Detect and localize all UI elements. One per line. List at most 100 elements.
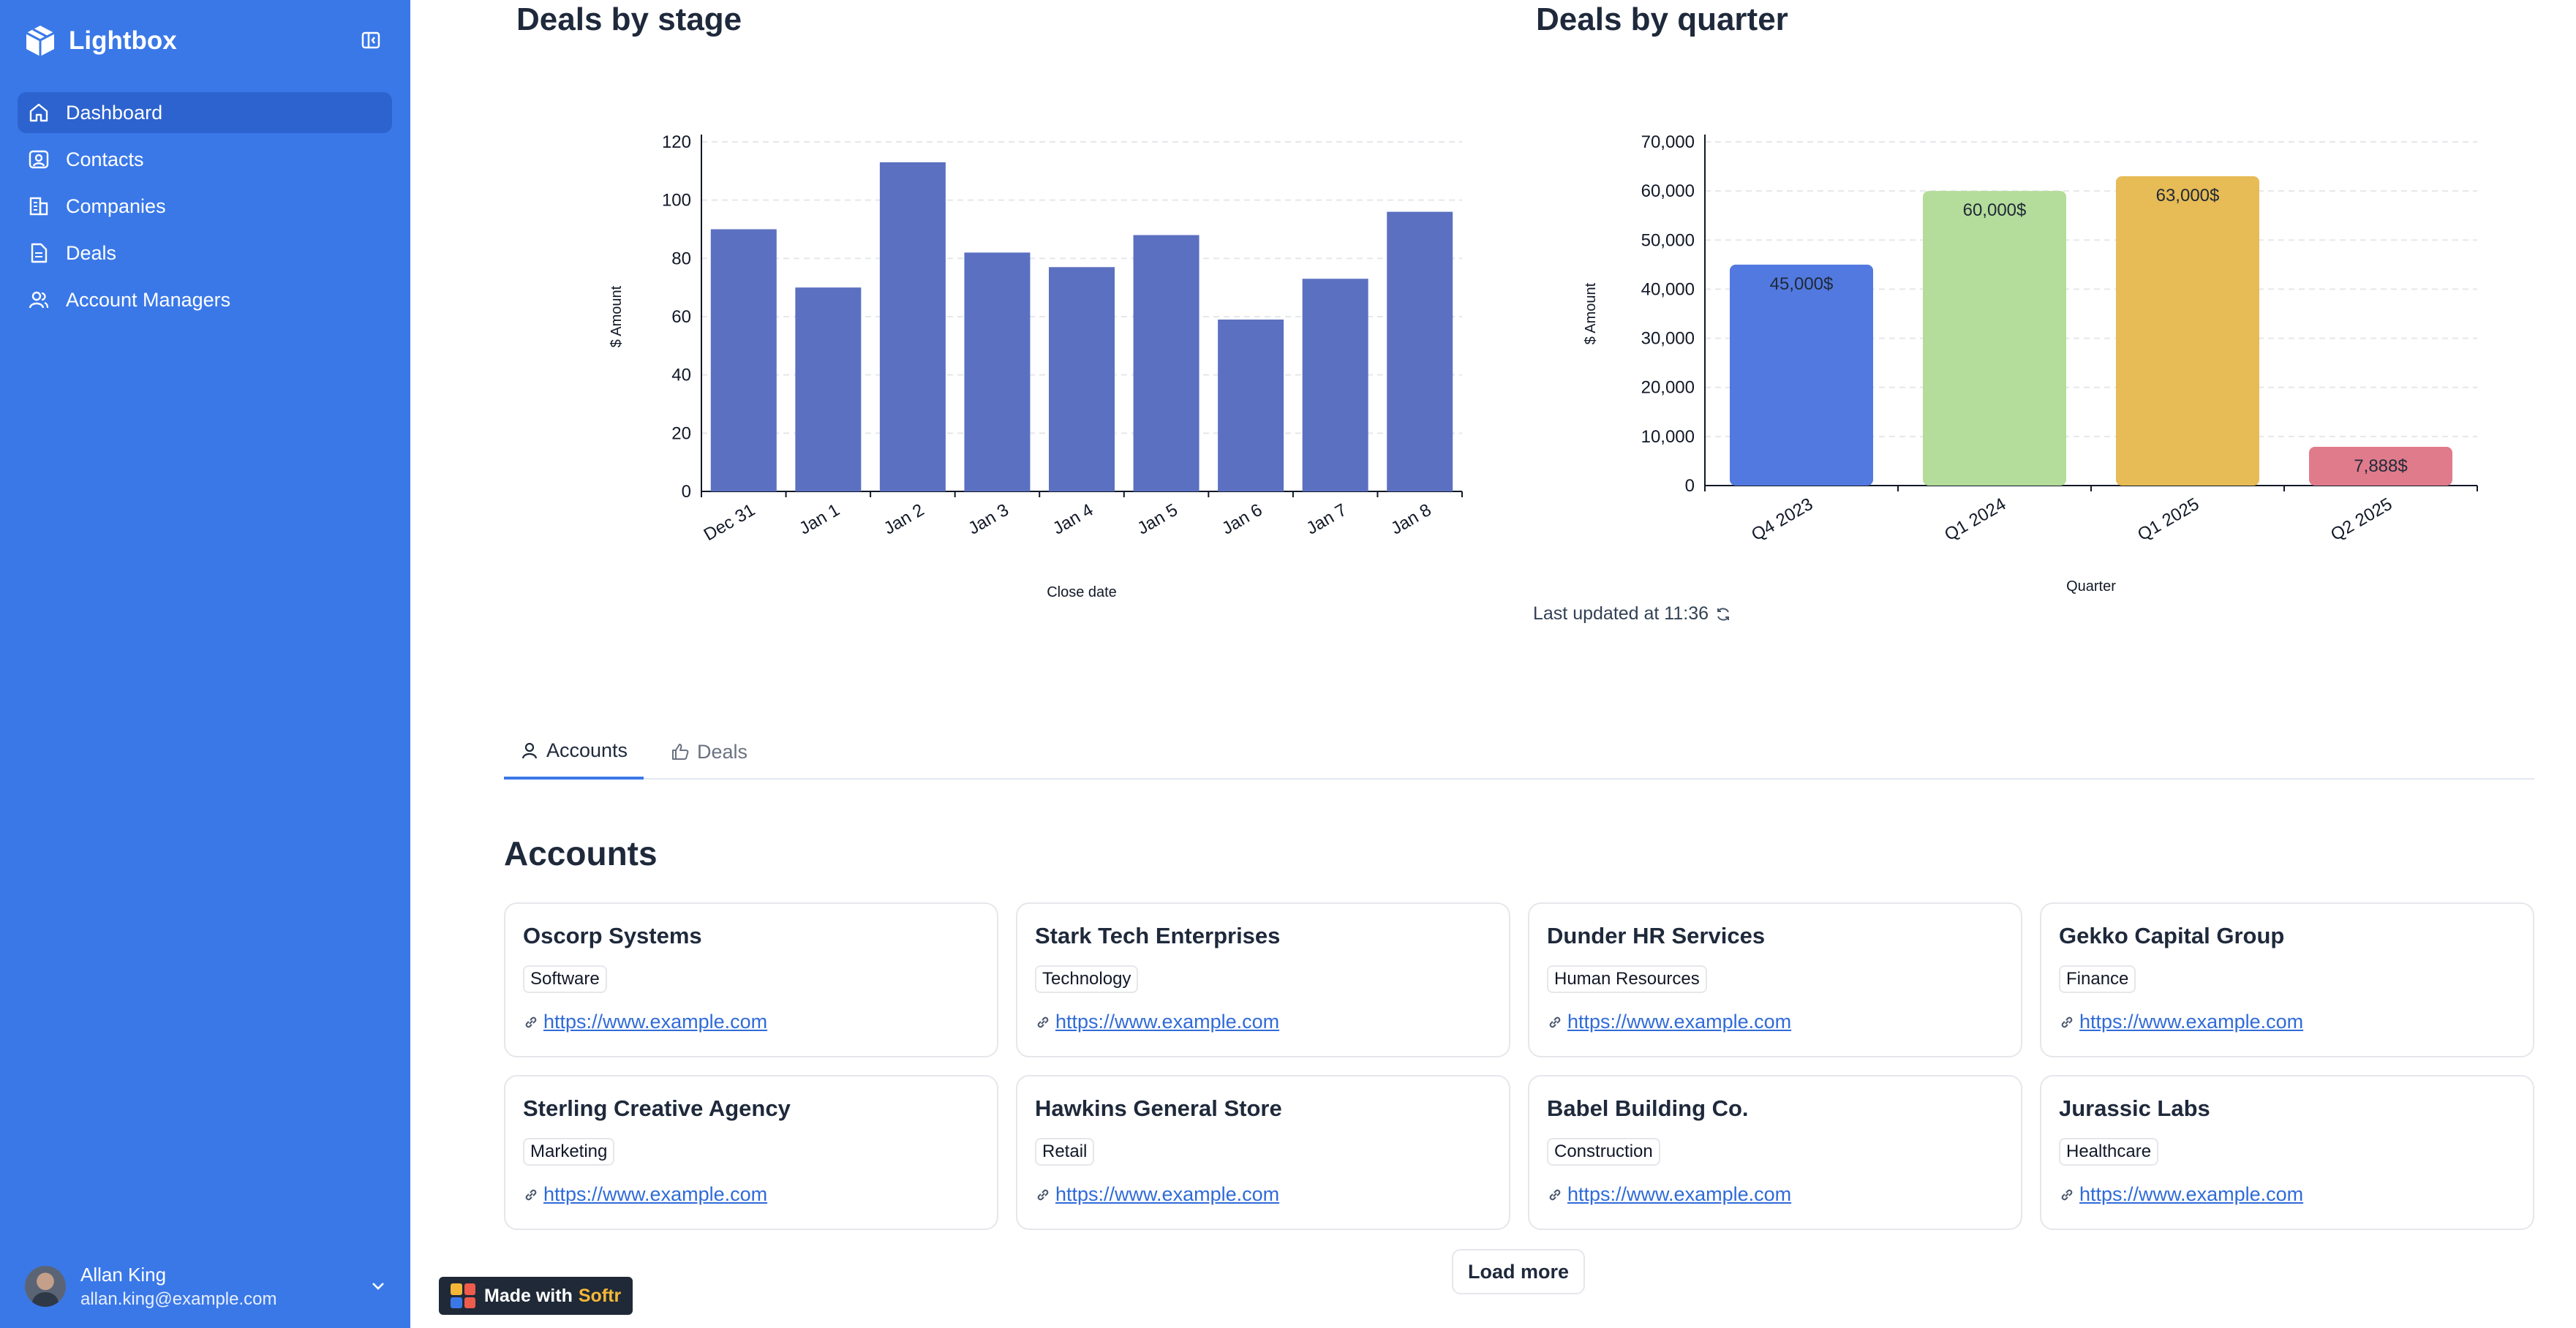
softr-brand-text: Softr: [578, 1285, 622, 1306]
tab-deals[interactable]: Deals: [671, 724, 747, 780]
last-updated: Last updated at 11:36: [1533, 603, 1732, 625]
website-url: https://www.example.com: [543, 1011, 768, 1033]
bar: [2309, 447, 2452, 486]
account-card[interactable]: Jurassic Labs Healthcare https://www.exa…: [2040, 1075, 2534, 1230]
website-url: https://www.example.com: [1055, 1183, 1280, 1205]
load-more-button[interactable]: Load more: [1452, 1249, 1585, 1294]
website-link[interactable]: https://www.example.com: [1547, 1183, 1791, 1206]
document-icon: [26, 241, 51, 265]
x-tick-label: Jan 7: [1303, 500, 1350, 539]
website-link[interactable]: https://www.example.com: [523, 1183, 767, 1206]
account-card[interactable]: Stark Tech Enterprises Technology https:…: [1016, 902, 1510, 1057]
sidebar-item-account-managers[interactable]: Account Managers: [18, 279, 392, 320]
section-title-accounts: Accounts: [504, 834, 658, 872]
bar: [1218, 319, 1284, 491]
chevron-down-icon: [372, 1283, 384, 1290]
x-tick-label: Jan 4: [1050, 500, 1096, 539]
link-icon: [1547, 1014, 1563, 1030]
y-tick-label: 0: [1685, 476, 1695, 496]
y-tick-label: 40,000: [1641, 279, 1695, 299]
sidebar-item-label: Deals: [66, 241, 117, 264]
x-tick-label: Jan 8: [1387, 500, 1434, 539]
account-card[interactable]: Sterling Creative Agency Marketing https…: [504, 1075, 998, 1230]
account-name: Sterling Creative Agency: [523, 1095, 791, 1121]
y-axis-title: $ Amount: [1583, 282, 1599, 344]
made-with-text: Made with: [484, 1285, 573, 1306]
account-card[interactable]: Dunder HR Services Human Resources https…: [1528, 902, 2022, 1057]
link-icon: [2059, 1014, 2075, 1030]
tab-label: Deals: [697, 740, 748, 763]
home-icon: [26, 100, 51, 125]
bar: [1133, 235, 1200, 491]
refresh-icon[interactable]: [1714, 605, 1732, 623]
link-icon: [1035, 1014, 1051, 1030]
x-tick-label: Q2 2025: [2327, 494, 2395, 545]
account-name: Dunder HR Services: [1547, 923, 1766, 948]
x-tick-label: Jan 3: [965, 500, 1012, 539]
account-card[interactable]: Oscorp Systems Software https://www.exam…: [504, 902, 998, 1057]
link-icon: [523, 1187, 539, 1203]
website-link[interactable]: https://www.example.com: [2059, 1183, 2303, 1206]
app-name: Lightbox: [69, 26, 177, 55]
sidebar-item-label: Contacts: [66, 148, 144, 170]
made-with-softr-badge[interactable]: Made with Softr: [439, 1277, 633, 1315]
user-menu[interactable]: Allan King allan.king@example.com: [25, 1261, 391, 1312]
y-tick-label: 20,000: [1641, 378, 1695, 398]
account-name: Oscorp Systems: [523, 923, 702, 948]
x-tick-label: Jan 6: [1219, 500, 1265, 539]
sidebar-item-contacts[interactable]: Contacts: [18, 139, 392, 180]
main-content: Deals by stage 0 20 40 60 80 100 120 Dec 31 Jan …: [410, 0, 2576, 1328]
x-tick-label: Jan 1: [796, 500, 843, 539]
tab-accounts[interactable]: Accounts: [504, 724, 644, 780]
account-name: Babel Building Co.: [1547, 1095, 1749, 1121]
user-name: Allan King: [80, 1263, 167, 1286]
bar: [1387, 211, 1453, 491]
industry-tag: Healthcare: [2059, 1138, 2159, 1166]
website-link[interactable]: https://www.example.com: [1035, 1011, 1279, 1033]
industry-tag: Finance: [2059, 965, 2136, 993]
website-url: https://www.example.com: [2079, 1183, 2304, 1205]
website-link[interactable]: https://www.example.com: [2059, 1011, 2303, 1033]
bar: [795, 287, 862, 491]
collapse-sidebar-button[interactable]: [358, 28, 383, 53]
sidebar-item-dashboard[interactable]: Dashboard: [18, 92, 392, 133]
x-tick-label: Dec 31: [701, 500, 758, 545]
link-icon: [1547, 1187, 1563, 1203]
sidebar-item-label: Dashboard: [66, 101, 163, 124]
x-axis-title: Close date: [1047, 584, 1117, 600]
y-tick-label: 0: [682, 482, 691, 502]
bar: [964, 252, 1031, 491]
website-url: https://www.example.com: [1055, 1011, 1280, 1033]
account-card[interactable]: Babel Building Co. Construction https://…: [1528, 1075, 2022, 1230]
account-name: Hawkins General Store: [1035, 1095, 1282, 1121]
sidebar: Lightbox Dashboard Contacts Companies: [0, 0, 410, 1328]
sidebar-item-deals[interactable]: Deals: [18, 233, 392, 273]
users-icon: [26, 287, 51, 312]
bar: [1730, 264, 1873, 486]
account-name: Jurassic Labs: [2059, 1095, 2210, 1121]
website-url: https://www.example.com: [543, 1183, 768, 1205]
industry-tag: Construction: [1547, 1138, 1660, 1166]
link-icon: [1035, 1187, 1051, 1203]
data-label: 63,000$: [2156, 186, 2220, 205]
account-card[interactable]: Hawkins General Store Retail https://www…: [1016, 1075, 1510, 1230]
website-link[interactable]: https://www.example.com: [1547, 1011, 1791, 1033]
account-card[interactable]: Gekko Capital Group Finance https://www.…: [2040, 902, 2534, 1057]
bar: [2116, 176, 2259, 486]
thumbs-up-icon: [671, 742, 690, 761]
y-tick-label: 70,000: [1641, 132, 1695, 152]
y-tick-label: 40: [671, 366, 691, 385]
x-tick-label: Q1 2024: [1941, 494, 2009, 545]
avatar: [25, 1266, 66, 1307]
industry-tag: Marketing: [523, 1138, 615, 1166]
industry-tag: Human Resources: [1547, 965, 1707, 993]
x-tick-label: Jan 5: [1134, 500, 1181, 539]
contact-icon: [26, 147, 51, 172]
sidebar-item-companies[interactable]: Companies: [18, 186, 392, 227]
website-url: https://www.example.com: [2079, 1011, 2304, 1033]
brand[interactable]: Lightbox: [22, 20, 177, 61]
website-link[interactable]: https://www.example.com: [1035, 1183, 1279, 1206]
y-tick-label: 30,000: [1641, 329, 1695, 349]
lightbox-logo-icon: [26, 26, 55, 56]
website-link[interactable]: https://www.example.com: [523, 1011, 767, 1033]
